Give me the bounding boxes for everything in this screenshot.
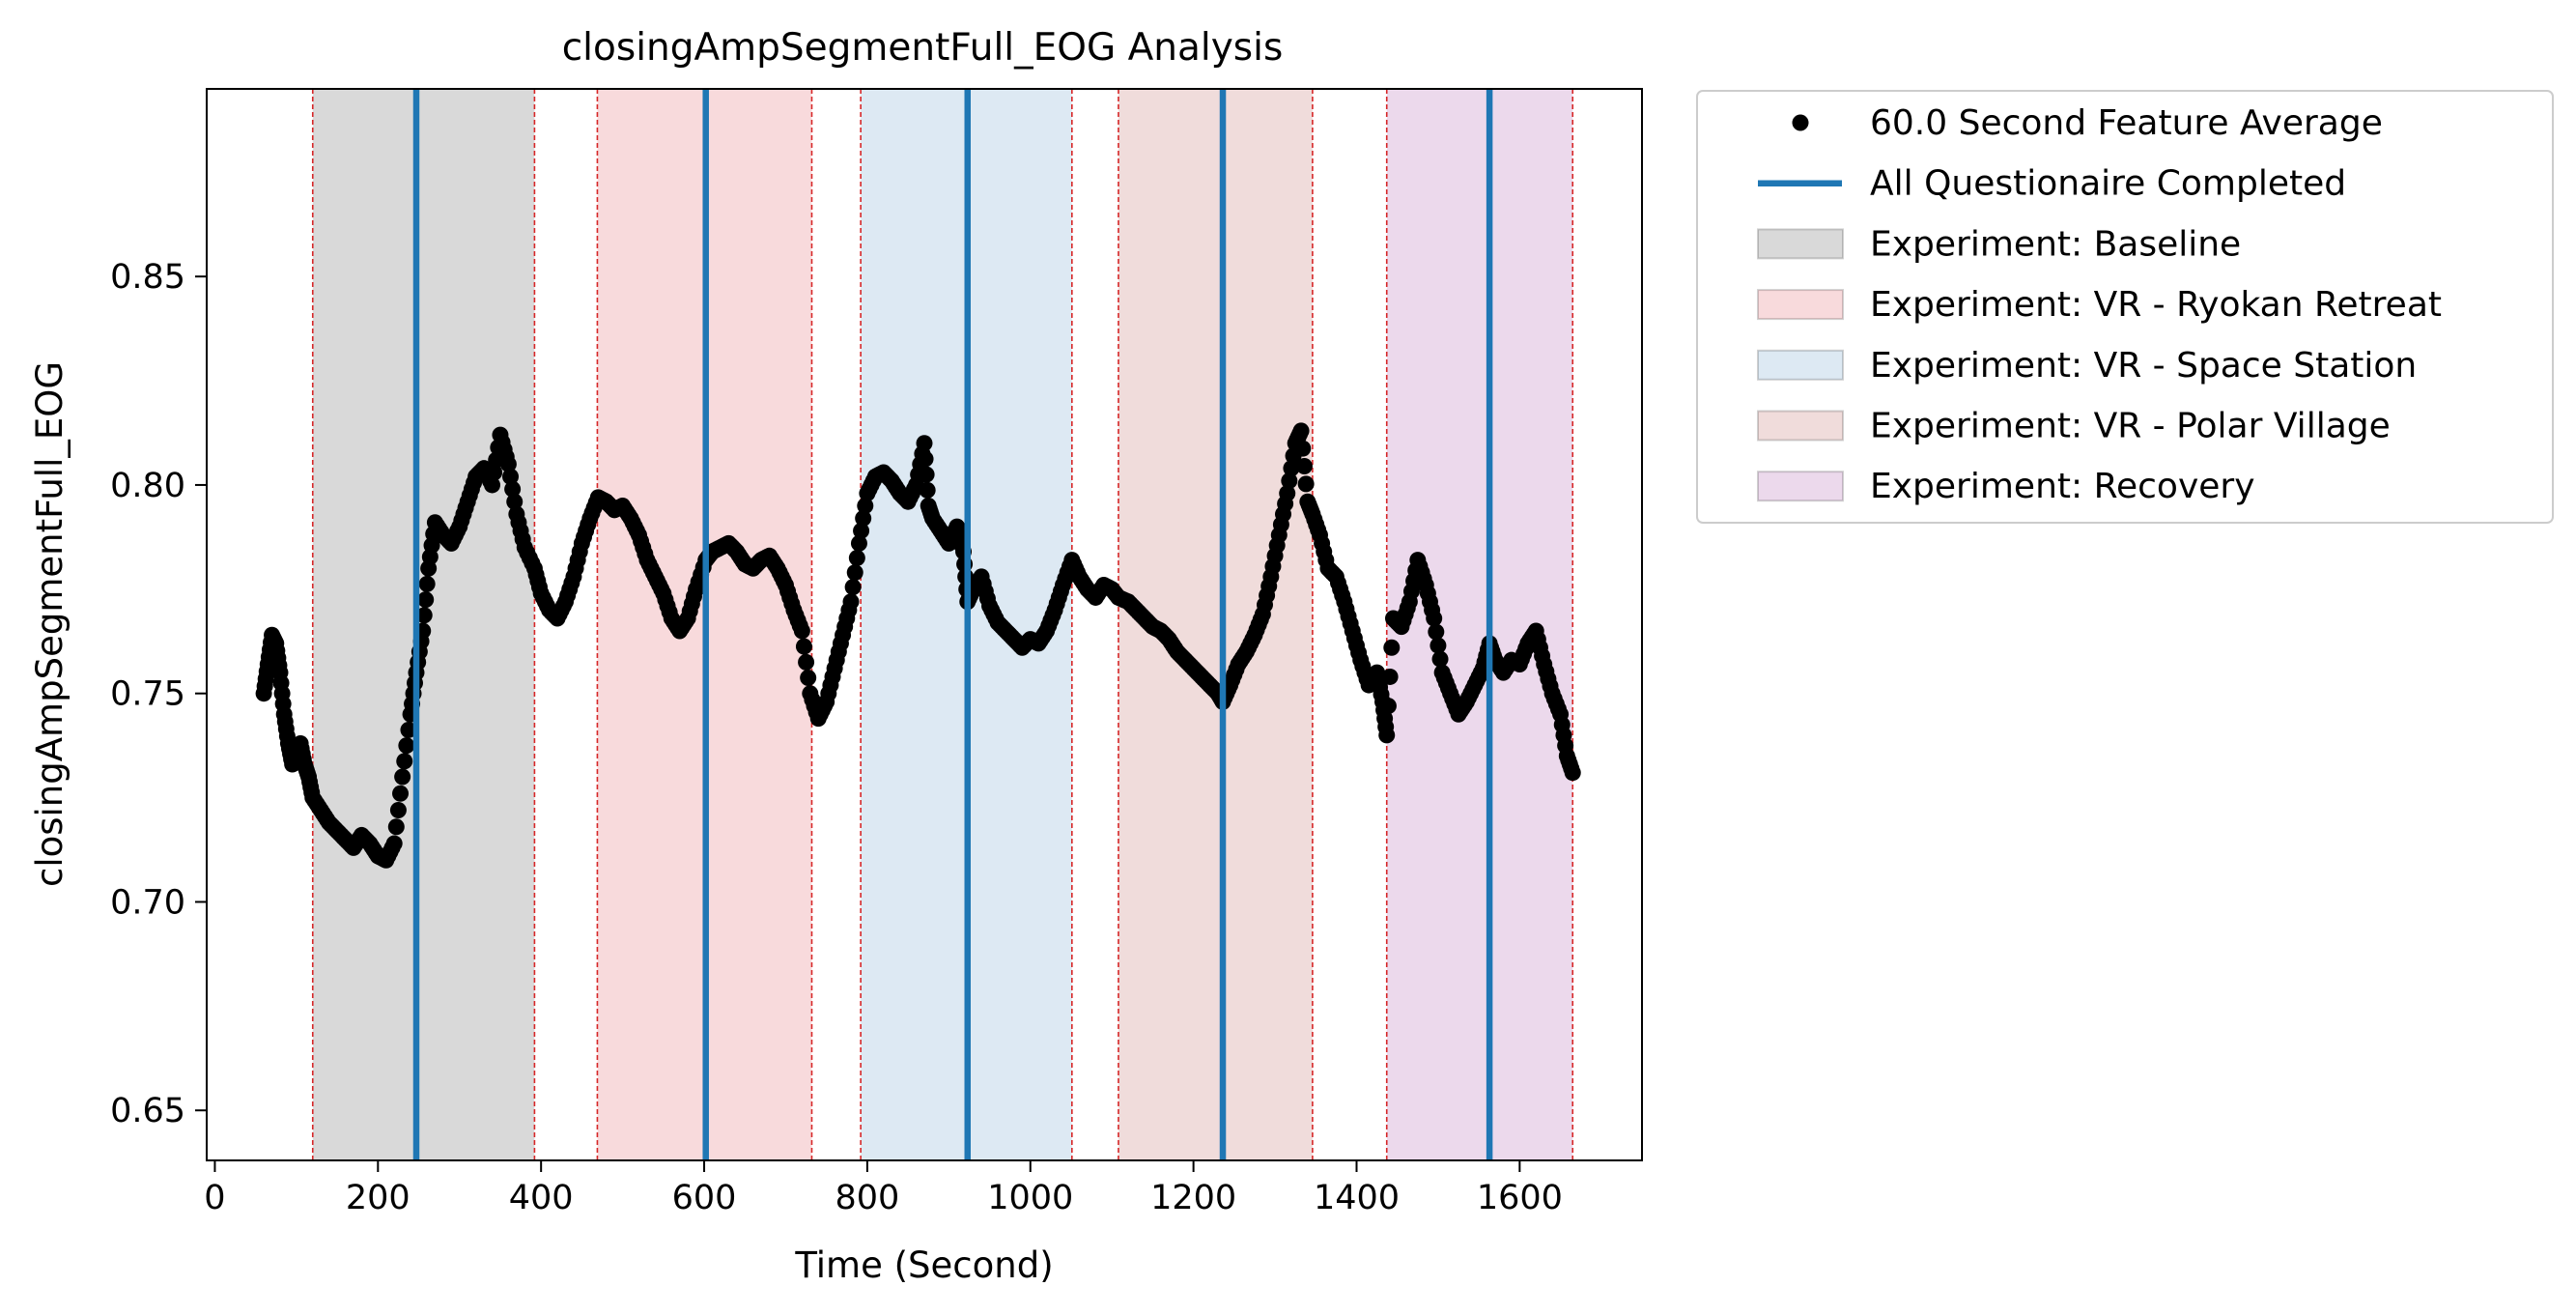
legend-label-2: Experiment: Baseline: [1870, 224, 2241, 264]
data-point-551: [1297, 475, 1315, 493]
data-point-621: [1428, 623, 1445, 641]
x-tick-label-2: 400: [509, 1179, 574, 1217]
x-tick-label-0: 0: [204, 1179, 225, 1217]
legend-label-6: Experiment: Recovery: [1870, 467, 2255, 506]
data-point-292: [793, 622, 810, 640]
data-point-597: [1379, 698, 1397, 715]
legend-frame: [1696, 90, 2554, 524]
y-tick-label-3: 0.80: [110, 467, 185, 505]
data-point-88: [385, 835, 403, 852]
legend-marker-icon: [1792, 114, 1809, 131]
y-tick-label-2: 0.75: [110, 675, 185, 714]
data-point-549: [1294, 440, 1312, 457]
legend-label-1: All Questionaire Completed: [1870, 164, 2346, 204]
data-point-599: [1383, 639, 1401, 656]
data-point-623: [1431, 650, 1449, 668]
data-point-294: [798, 653, 815, 671]
data-point-141: [486, 464, 503, 481]
x-tick-label-5: 1000: [987, 1179, 1073, 1217]
data-point-317: [844, 579, 862, 596]
data-point-321: [853, 522, 870, 539]
x-tick-label-6: 1200: [1150, 1179, 1236, 1217]
data-point-548: [1292, 422, 1310, 440]
data-point-107: [418, 575, 436, 592]
data-point-318: [846, 564, 863, 582]
legend: 60.0 Second Feature Average All Questiona…: [1696, 90, 2554, 524]
data-point-316: [842, 593, 860, 611]
legend-label-0: 60.0 Second Feature Average: [1870, 103, 2383, 143]
data-point-541: [1281, 472, 1298, 490]
data-point-105: [415, 607, 433, 624]
data-points: [255, 422, 1581, 869]
data-point-295: [800, 670, 817, 687]
x-tick-label-3: 600: [672, 1179, 737, 1217]
data-point-622: [1430, 637, 1447, 654]
chart-title: closingAmpSegmentFull_EOG Analysis: [562, 26, 1284, 70]
questionnaire-lines: [412, 89, 1493, 1160]
data-point-106: [417, 591, 435, 609]
data-point-355: [919, 481, 936, 499]
x-axis: 0 200 400 600 800 1000 1200 1400 1600: [204, 1160, 1563, 1217]
data-point-319: [848, 549, 865, 566]
y-tick-label-0: 0.65: [110, 1092, 185, 1130]
y-axis-label: closingAmpSegmentFull_EOG: [29, 361, 71, 887]
legend-label-3: Experiment: VR - Ryokan Retreat: [1870, 285, 2442, 325]
data-point-148: [499, 455, 517, 472]
data-point-352: [916, 435, 933, 452]
data-point-620: [1426, 610, 1443, 627]
legend-patch-icon-5: [1757, 410, 1844, 442]
data-point-323: [857, 498, 874, 515]
data-point-322: [855, 509, 872, 527]
legend-patch-icon-6: [1757, 471, 1844, 502]
data-point-596: [1378, 727, 1396, 744]
data-point-540: [1279, 485, 1296, 502]
data-point-320: [850, 534, 867, 552]
data-point-151: [506, 493, 524, 510]
data-point-91: [392, 785, 410, 802]
data-point-354: [918, 466, 935, 483]
region-recovery: [1386, 89, 1573, 1160]
x-tick-label-8: 1600: [1477, 1179, 1563, 1217]
data-point-94: [398, 737, 415, 755]
data-point-140: [484, 476, 501, 494]
legend-label-5: Experiment: VR - Polar Village: [1870, 407, 2391, 446]
y-axis: 0.65 0.70 0.75 0.80 0.85: [110, 258, 207, 1130]
data-point-89: [387, 818, 405, 836]
y-tick-label-1: 0.70: [110, 883, 185, 922]
data-point-598: [1381, 668, 1399, 685]
data-point-550: [1295, 458, 1313, 475]
data-point-692: [1564, 764, 1581, 782]
data-point-150: [504, 480, 522, 498]
x-tick-label-4: 800: [835, 1179, 899, 1217]
plot-area: [206, 88, 1643, 1161]
x-axis-label: Time (Second): [794, 1244, 1053, 1286]
legend-label-4: Experiment: VR - Space Station: [1870, 346, 2417, 386]
legend-patch-icon-4: [1757, 349, 1844, 381]
data-point-542: [1283, 460, 1300, 477]
region-boundary-lines: [311, 89, 1574, 1160]
x-tick-label-7: 1400: [1314, 1179, 1400, 1217]
data-point-92: [394, 768, 411, 786]
plot-frame: [206, 88, 1643, 1161]
data-point-95: [400, 721, 417, 738]
data-point-90: [389, 802, 407, 819]
legend-patch-icon-2: [1757, 228, 1844, 260]
x-tick-label-1: 200: [346, 1179, 410, 1217]
data-point-93: [396, 753, 413, 770]
data-point-293: [795, 638, 812, 655]
experiment-regions: [312, 89, 1573, 1160]
y-tick-label-4: 0.85: [110, 258, 185, 297]
data-point-353: [917, 450, 934, 468]
data-point-149: [502, 468, 520, 485]
legend-patch-icon-3: [1757, 289, 1844, 321]
